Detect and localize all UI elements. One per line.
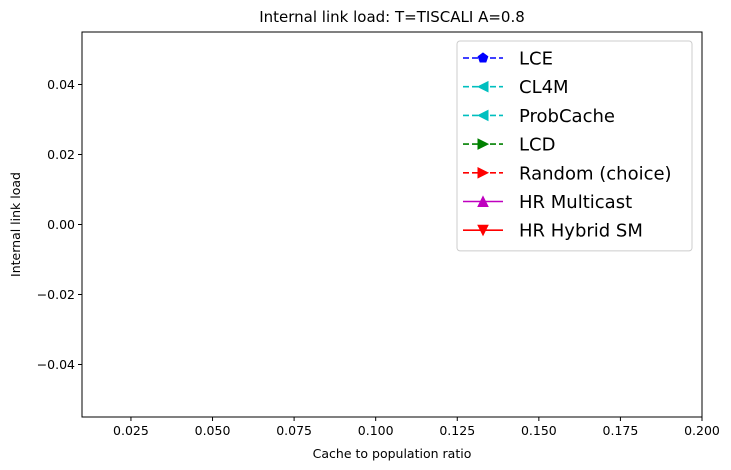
legend-marker xyxy=(477,138,490,150)
y-tick-label: −0.04 xyxy=(37,357,75,372)
y-axis: −0.04 −0.02 0.00 0.02 0.04 xyxy=(37,77,82,372)
x-tick-label: 0.125 xyxy=(439,423,475,438)
legend-entry: ProbCache xyxy=(463,106,615,127)
legend: LCE CL4M ProbCache LCD Random (choice) HR Mul… xyxy=(456,40,693,252)
y-tick-label: 0.02 xyxy=(47,147,75,162)
y-tick-label: 0.04 xyxy=(47,77,75,92)
legend-label: Random (choice) xyxy=(519,163,672,184)
x-tick-label: 0.050 xyxy=(195,423,231,438)
x-axis: 0.025 0.050 0.075 0.100 0.125 0.150 0.175 0.200 xyxy=(113,417,720,438)
x-tick-label: 0.075 xyxy=(276,423,312,438)
legend-label: ProbCache xyxy=(519,106,615,127)
legend-marker xyxy=(477,166,490,179)
legend-marker xyxy=(477,224,489,237)
legend-marker xyxy=(477,195,489,207)
y-tick-label: −0.02 xyxy=(37,287,75,302)
legend-box xyxy=(456,40,693,252)
legend-marker xyxy=(476,109,489,122)
y-axis-label: Internal link load xyxy=(8,172,23,277)
legend-entry: HR Hybrid SM xyxy=(463,221,643,242)
x-tick-label: 0.100 xyxy=(358,423,394,438)
legend-label: LCE xyxy=(519,49,553,70)
x-axis-label: Cache to population ratio xyxy=(313,446,472,461)
legend-entry: CL4M xyxy=(463,77,569,98)
y-tick-label: 0.00 xyxy=(47,217,75,232)
legend-entry: LCE xyxy=(463,49,553,70)
legend-entry: LCD xyxy=(463,135,555,156)
x-tick-label: 0.175 xyxy=(603,423,639,438)
legend-entry: HR Multicast xyxy=(463,192,632,213)
legend-label: LCD xyxy=(519,135,555,156)
x-tick-label: 0.200 xyxy=(684,423,720,438)
legend-label: HR Hybrid SM xyxy=(519,221,643,242)
legend-marker xyxy=(476,80,489,93)
legend-label: HR Multicast xyxy=(519,192,632,213)
chart-title: Internal link load: T=TISCALI A=0.8 xyxy=(259,8,525,26)
x-tick-label: 0.025 xyxy=(113,423,149,438)
legend-entry: Random (choice) xyxy=(463,163,672,184)
legend-marker xyxy=(477,52,489,63)
legend-label: CL4M xyxy=(519,77,569,98)
x-tick-label: 0.150 xyxy=(521,423,557,438)
